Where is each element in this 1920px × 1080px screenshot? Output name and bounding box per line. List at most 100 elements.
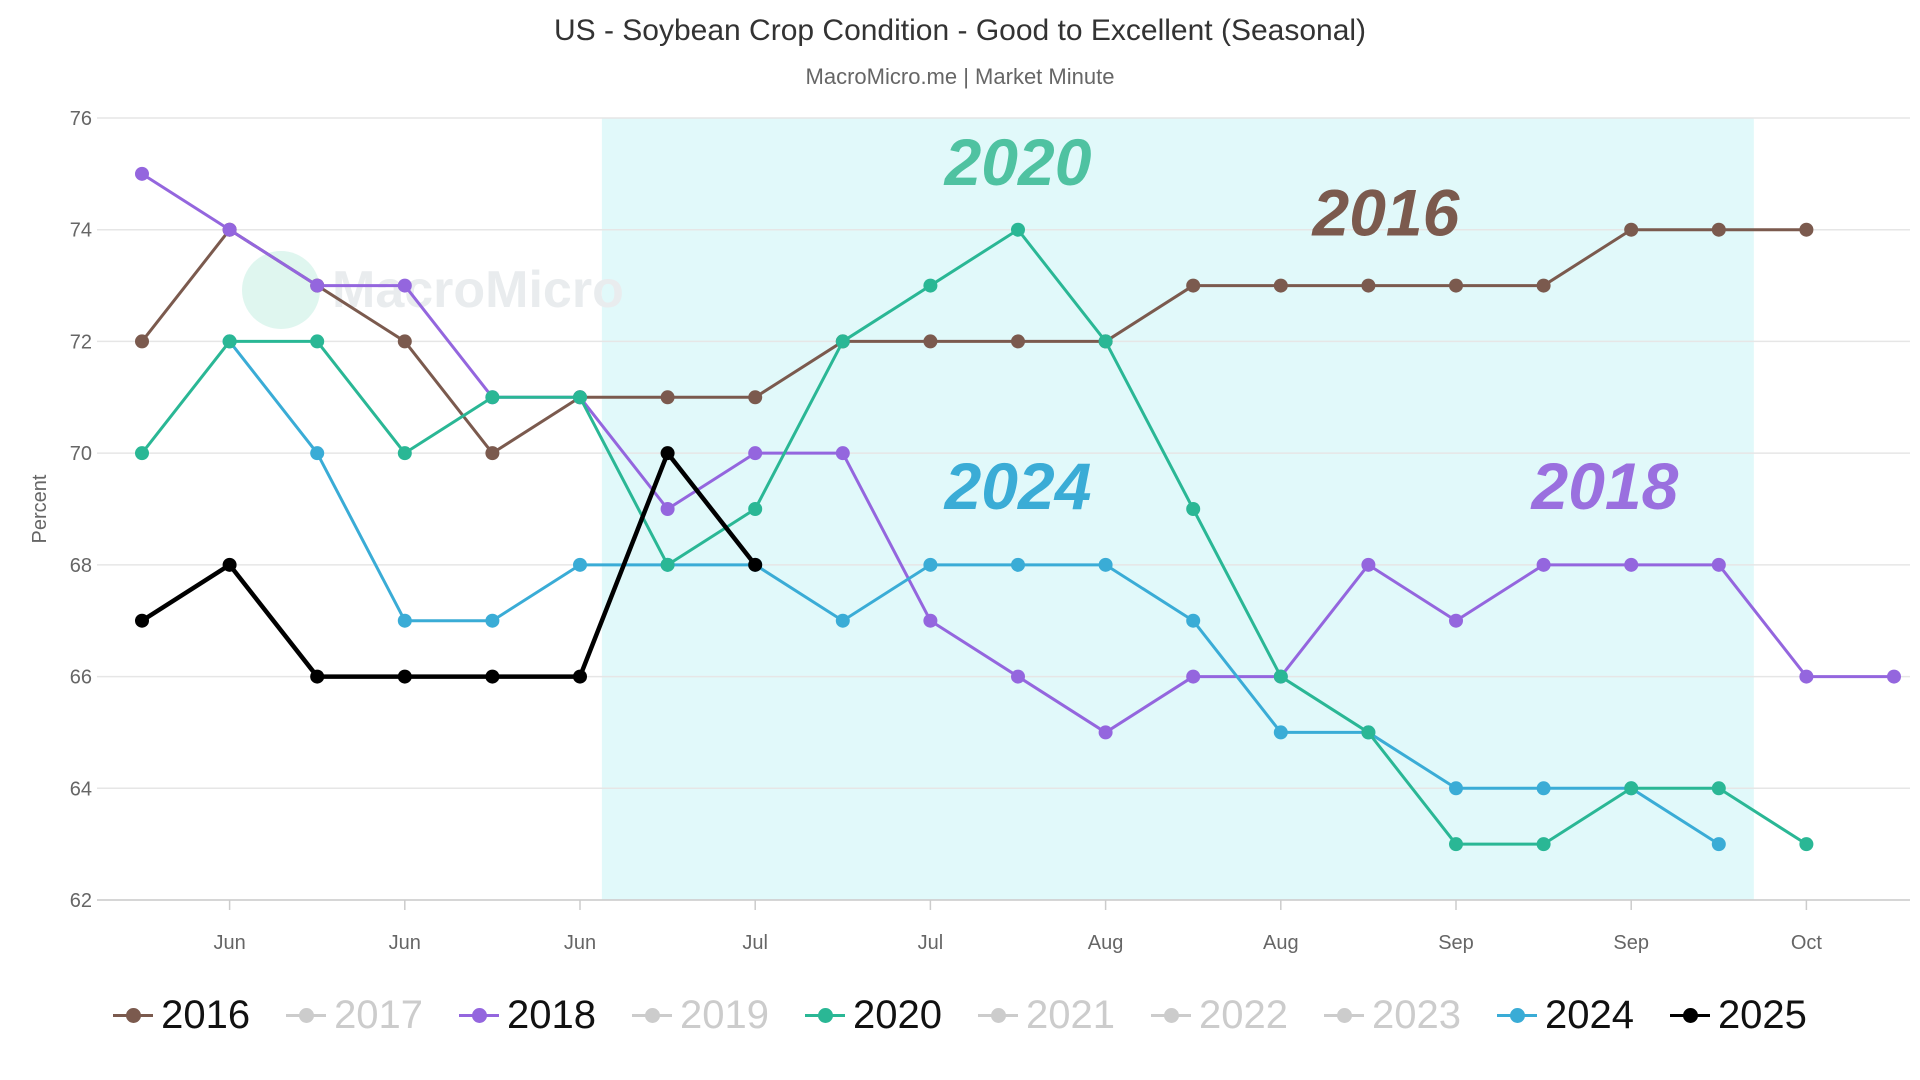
legend-label: 2017 — [334, 992, 424, 1037]
data-point-2024 — [1186, 613, 1201, 628]
data-point-2020 — [222, 334, 237, 349]
legend-item-2022[interactable]: 2022 — [1150, 985, 1288, 1045]
data-point-2024 — [1449, 781, 1463, 796]
data-point-2016 — [1011, 334, 1025, 349]
x-tick-label: Sep — [1438, 932, 1474, 954]
y-axis-label: Percent — [29, 474, 51, 543]
legend-item-2023[interactable]: 2023 — [1323, 985, 1461, 1045]
series-line-2024 — [228, 340, 1720, 846]
legend-item-2025[interactable]: 2025 — [1669, 985, 1807, 1045]
legend-label: 2025 — [1717, 992, 1807, 1037]
data-point-2018 — [222, 222, 237, 237]
annotation-2024: 2024 — [943, 449, 1092, 523]
annotation-2016: 2016 — [1311, 175, 1461, 249]
data-point-2024 — [485, 613, 500, 628]
data-point-2018 — [1711, 557, 1726, 572]
data-point-2024 — [923, 557, 938, 572]
data-point-2018 — [1011, 669, 1025, 684]
legend-item-2017[interactable]: 2017 — [286, 985, 423, 1045]
x-tick-label: Oct — [1791, 932, 1823, 954]
legend-item-2024[interactable]: 2024 — [1496, 985, 1634, 1045]
data-point-2025 — [310, 669, 325, 684]
data-point-2016 — [1799, 222, 1814, 237]
legend-marker-icon — [805, 995, 846, 1035]
data-point-2020 — [1098, 334, 1113, 349]
x-tick-label: Aug — [1088, 932, 1124, 954]
series-line-2025 — [140, 450, 757, 679]
x-tick-label: Jun — [213, 932, 245, 954]
y-tick-label: 76 — [70, 108, 92, 130]
legend-label: 2019 — [680, 992, 770, 1037]
data-point-2020 — [1186, 502, 1201, 516]
legend-label: 2020 — [853, 992, 942, 1037]
y-tick-label: 70 — [70, 443, 92, 465]
data-point-2018 — [660, 502, 675, 516]
data-point-2020 — [573, 390, 587, 405]
legend-item-2018[interactable]: 2018 — [459, 985, 596, 1045]
data-point-2018 — [1799, 669, 1814, 684]
data-point-2016 — [485, 446, 500, 461]
watermark-text: MacroMicro — [332, 261, 624, 319]
legend-item-2019[interactable]: 2019 — [632, 985, 769, 1045]
data-point-2016 — [1273, 278, 1288, 293]
data-point-2024 — [1098, 557, 1113, 572]
legend-item-2016[interactable]: 2016 — [113, 985, 250, 1045]
legend-label: 2018 — [507, 992, 597, 1037]
legend-item-2021[interactable]: 2021 — [978, 985, 1115, 1045]
data-point-2020 — [923, 278, 938, 293]
data-point-2025 — [660, 446, 675, 461]
data-point-2018 — [1361, 557, 1376, 572]
data-point-2018 — [1449, 613, 1463, 628]
data-point-2016 — [1361, 278, 1376, 293]
data-point-2016 — [1624, 222, 1639, 237]
legend-marker-icon — [632, 995, 673, 1035]
data-point-2020 — [1799, 837, 1814, 852]
y-tick-label: 68 — [70, 555, 92, 577]
data-point-2020 — [660, 557, 675, 572]
annotation-2020: 2020 — [943, 125, 1092, 199]
data-point-2020 — [397, 446, 412, 461]
chart-subtitle: MacroMicro.me | Market Minute — [805, 64, 1115, 89]
x-tick-label: Jun — [389, 932, 421, 954]
data-point-2025 — [485, 669, 500, 684]
x-tick-label: Aug — [1263, 932, 1299, 954]
x-tick-label: Sep — [1613, 932, 1649, 954]
watermark-logo-icon — [242, 251, 320, 329]
chart-legend: 2016 2017 2018 2019 2020 2021 2022 2023 2024 2025 — [0, 985, 1920, 1045]
data-point-2016 — [135, 334, 149, 349]
legend-marker-icon — [1323, 995, 1364, 1035]
legend-marker-icon — [113, 995, 154, 1035]
data-point-2016 — [1186, 278, 1201, 293]
x-tick-label: Jul — [918, 932, 944, 954]
legend-marker-icon — [1496, 995, 1537, 1035]
data-point-2020 — [485, 390, 500, 405]
data-point-2020 — [748, 502, 763, 516]
y-tick-label: 64 — [70, 778, 92, 800]
data-point-2018 — [1536, 557, 1551, 572]
series-line-2016 — [140, 228, 1807, 455]
data-point-2016 — [748, 390, 763, 405]
data-point-2024 — [835, 613, 850, 628]
x-tick-label: Jul — [742, 932, 768, 954]
data-point-2018 — [1186, 669, 1201, 684]
data-point-2024 — [310, 446, 325, 461]
data-point-2018 — [310, 278, 325, 293]
highlight-band — [601, 118, 1754, 900]
data-point-2024 — [573, 557, 587, 572]
data-point-2025 — [135, 613, 149, 628]
data-point-2018 — [135, 166, 149, 181]
data-point-2025 — [222, 557, 237, 572]
legend-item-2020[interactable]: 2020 — [805, 985, 942, 1045]
data-point-2018 — [397, 278, 412, 293]
data-point-2016 — [1536, 278, 1551, 293]
annotation-2018: 2018 — [1530, 449, 1679, 523]
data-point-2018 — [748, 446, 763, 461]
data-point-2024 — [397, 613, 412, 628]
data-point-2020 — [1624, 781, 1639, 796]
legend-marker-icon — [459, 995, 500, 1035]
y-tick-label: 62 — [70, 890, 92, 912]
data-point-2020 — [1711, 781, 1726, 796]
data-point-2020 — [835, 334, 850, 349]
legend-label: 2023 — [1371, 992, 1461, 1037]
